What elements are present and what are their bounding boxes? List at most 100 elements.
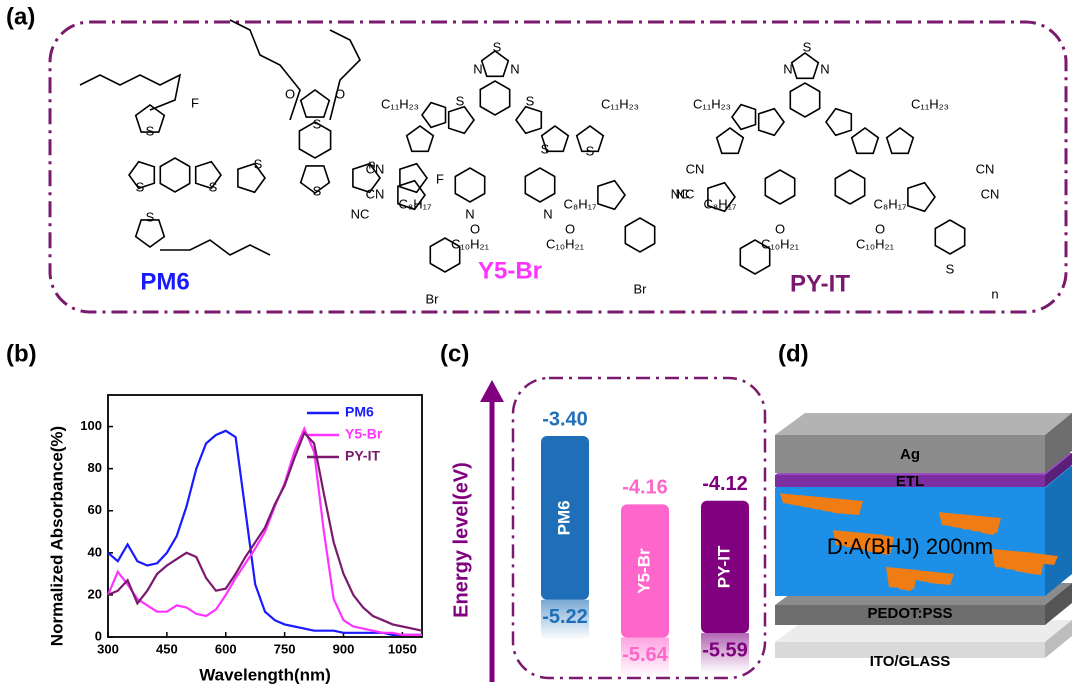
- atom-label: CN: [366, 161, 385, 176]
- atom-label: S: [526, 93, 535, 108]
- chain: [229, 19, 301, 121]
- ring: [134, 104, 166, 133]
- layer-label: Ag: [900, 446, 920, 463]
- ring: [454, 167, 486, 203]
- ring: [885, 127, 915, 155]
- layer-side: [1045, 466, 1072, 596]
- atom-label: NC: [676, 186, 695, 201]
- homo-label: -5.64: [622, 644, 668, 666]
- atom-label: S: [313, 116, 322, 131]
- atom-label: NC: [351, 206, 370, 221]
- layer-front: [775, 435, 1045, 473]
- atom-label: C₁₀H₂₁: [546, 236, 585, 251]
- atom-label: O: [335, 86, 345, 101]
- ring: [515, 105, 543, 135]
- panel-label: (c): [440, 340, 469, 367]
- ring: [597, 179, 626, 211]
- acceptor-domain: [873, 534, 894, 555]
- energy-arrowhead: [480, 380, 504, 402]
- atom-label: S: [803, 39, 812, 54]
- atom-label: F: [191, 95, 199, 110]
- atom-label: S: [209, 179, 218, 194]
- ring: [540, 125, 570, 153]
- atom-label: Br: [426, 291, 440, 306]
- atom-label: N: [820, 61, 829, 76]
- energy-bar: [701, 500, 749, 634]
- panel-label: (d): [778, 340, 809, 367]
- layer-side: [1045, 453, 1072, 487]
- atom-label: N: [465, 206, 474, 221]
- layer-label: PEDOT:PSS: [867, 605, 952, 622]
- ring: [825, 107, 853, 137]
- layer-top: [775, 413, 1072, 435]
- x-tick-label: 600: [215, 641, 237, 656]
- atom-label: F: [436, 171, 444, 186]
- ring: [421, 101, 447, 129]
- lumo-label: -4.12: [702, 473, 748, 495]
- homo-label: -5.22: [542, 606, 588, 628]
- layer-front: [775, 605, 1045, 625]
- panel-a-frame: [48, 20, 1068, 314]
- ring: [524, 167, 556, 203]
- ring: [447, 105, 475, 135]
- layer-front: [775, 642, 1045, 658]
- panel-label: (b): [6, 340, 37, 367]
- atom-label: N: [543, 206, 552, 221]
- ring: [731, 103, 757, 131]
- legend-label: Y5-Br: [345, 426, 383, 442]
- atom-label: O: [285, 86, 295, 101]
- molecule-name: PY-IT: [790, 270, 850, 297]
- layer-front: [775, 475, 1045, 487]
- bar-label: Y5-Br: [634, 548, 653, 594]
- bar-fade: [541, 599, 589, 640]
- atom-label: N: [783, 61, 792, 76]
- atom-label: C₁₀H₂₁: [451, 236, 490, 251]
- panel-c-frame: [511, 376, 767, 680]
- atom-label: O: [775, 221, 785, 236]
- atom-label: CN: [981, 186, 1000, 201]
- ring: [429, 237, 461, 273]
- ring: [707, 181, 736, 213]
- ring: [907, 181, 936, 213]
- bar-label: PY-IT: [714, 545, 733, 588]
- atom-label: C₁₁H₂₃: [601, 96, 639, 111]
- atom-label: S: [946, 261, 955, 276]
- ring: [194, 160, 222, 190]
- atom-label: CN: [366, 186, 385, 201]
- atom-label: C₁₁H₂₃: [911, 96, 949, 111]
- legend-label: PM6: [345, 404, 374, 420]
- ring: [624, 217, 656, 253]
- x-tick-label: 750: [274, 641, 296, 656]
- x-tick-label: 300: [97, 641, 119, 656]
- layer-top: [775, 620, 1072, 642]
- y-tick-label: 80: [88, 460, 102, 475]
- atom-label: S: [493, 39, 502, 54]
- atom-label: C₈H₁₇: [873, 196, 907, 211]
- atom-label: S: [313, 183, 322, 198]
- line: [107, 430, 423, 632]
- atom-label: S: [541, 141, 550, 156]
- atom-label: O: [875, 221, 885, 236]
- chain: [79, 73, 182, 111]
- plot-frame: [107, 394, 423, 638]
- chain: [329, 29, 361, 121]
- ring: [397, 179, 426, 211]
- ring: [757, 107, 785, 137]
- layer-side: [1045, 413, 1072, 473]
- atom-label: n: [991, 286, 998, 301]
- layer-label: ETL: [896, 473, 924, 490]
- ring: [764, 169, 796, 205]
- atom-label: S: [456, 93, 465, 108]
- ring: [128, 160, 156, 190]
- lumo-label: -4.16: [622, 477, 668, 499]
- atom-label: C₁₁H₂₃: [381, 96, 419, 111]
- y-tick-label: 40: [88, 544, 102, 559]
- x-tick-label: 450: [156, 641, 178, 656]
- ring: [298, 121, 332, 159]
- panel-label: (a): [6, 3, 35, 30]
- ring: [575, 125, 605, 153]
- ring: [479, 80, 511, 116]
- layer-label: D:A(BHJ) 200nm: [827, 534, 993, 559]
